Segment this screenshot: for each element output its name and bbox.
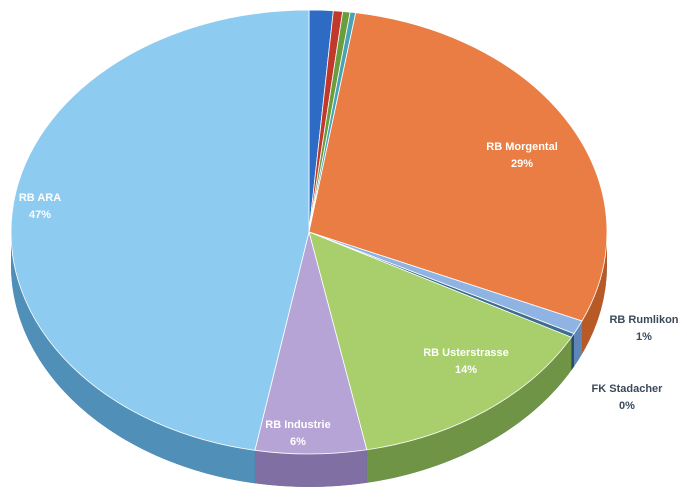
pie-side-rb-ara-9 (11, 232, 255, 484)
slice-label-name: RB Morgental (486, 141, 558, 153)
slice-label-fk-stadacher: FK Stadacher 0% (592, 383, 664, 412)
slice-label-name: FK Stadacher (592, 383, 664, 395)
slice-label-rb-rumlikon: RB Rumlikon 1% (609, 314, 678, 343)
slice-label-rb-ara: RB ARA 47% (19, 192, 61, 221)
slice-label-rb-industrie: RB Industrie 6% (265, 419, 330, 448)
slice-label-rb-morgental: RB Morgental 29% (486, 141, 558, 170)
slice-label-name: RB Rumlikon (609, 314, 678, 326)
pie-side-rb-industrie-8 (254, 449, 367, 487)
slice-label-percent: 29% (511, 158, 533, 170)
slice-label-percent: 0% (619, 400, 635, 412)
pie-slice-rb-morgental-4 (308, 12, 608, 322)
slice-label-rb-usterstrasse: RB Usterstrasse 14% (423, 347, 509, 376)
slice-label-name: RB ARA (19, 192, 61, 204)
slice-label-percent: 1% (636, 331, 652, 343)
pie-side-fk-stadacher-6 (571, 333, 574, 371)
pie-labels: RB Morgental 29% RB Rumlikon 1% FK Stadacher… (19, 141, 679, 448)
slice-label-percent: 14% (455, 364, 477, 376)
slice-label-name: RB Usterstrasse (423, 347, 509, 359)
slice-label-percent: 6% (290, 436, 306, 448)
pie-slice-rb-ara-9 (10, 9, 310, 451)
pie-side-rb-rumlikon-5 (573, 320, 583, 367)
slice-label-percent: 47% (29, 209, 51, 221)
slice-label-name: RB Industrie (265, 419, 330, 431)
pie-side-rb-usterstrasse-7 (366, 337, 572, 483)
pie-slice-rb-usterstrasse-7 (308, 231, 572, 451)
pie-top-faces (10, 9, 608, 455)
pie-side-rb-morgental-4 (582, 232, 607, 354)
